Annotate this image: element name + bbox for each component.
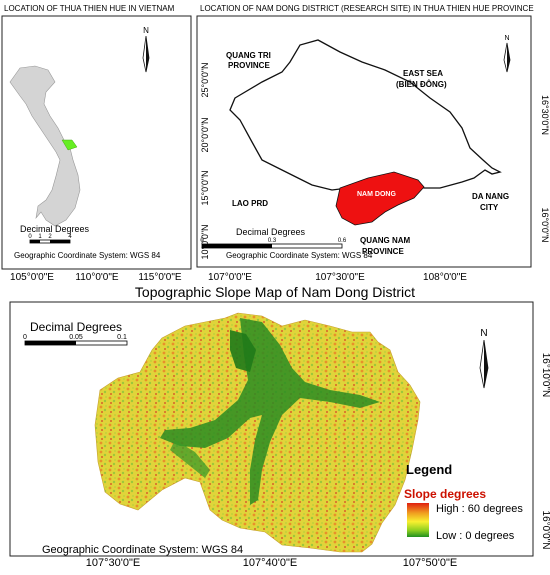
svg-text:16°10'0"N: 16°10'0"N xyxy=(540,353,550,398)
vietnam-panel-title: LOCATION OF THUA THIEN HUE IN VIETNAM xyxy=(4,4,175,13)
vietnam-x-axis-labels: 105°0'0"E 110°0'0"E 115°0'0"E xyxy=(10,272,182,283)
svg-text:NAM DONG: NAM DONG xyxy=(357,191,396,198)
svg-text:20°0'0"N: 20°0'0"N xyxy=(200,117,210,152)
svg-text:Decimal Degrees: Decimal Degrees xyxy=(30,320,122,334)
svg-text:10°0'0"N: 10°0'0"N xyxy=(200,224,210,259)
slope-north-arrow: N xyxy=(479,328,489,389)
svg-text:107°30'0"E: 107°30'0"E xyxy=(315,272,365,283)
svg-text:0: 0 xyxy=(28,234,32,240)
legend-title: Legend xyxy=(406,462,452,477)
district-panel-title: LOCATION OF NAM DONG DISTRICT (RESEARCH … xyxy=(200,4,534,13)
svg-text:25°0'0"N: 25°0'0"N xyxy=(200,62,210,97)
slope-legend: Legend Slope degrees High : 60 degrees L… xyxy=(404,462,523,542)
svg-text:110°0'0"E: 110°0'0"E xyxy=(75,272,119,283)
province-outline xyxy=(229,39,502,226)
svg-text:108°0'0"E: 108°0'0"E xyxy=(423,272,467,283)
svg-text:0: 0 xyxy=(23,334,27,341)
svg-text:0.1: 0.1 xyxy=(117,334,127,341)
svg-text:115°0'0"E: 115°0'0"E xyxy=(138,272,182,283)
svg-text:N: N xyxy=(480,328,487,339)
district-coord-system: Geographic Coordinate System: WGS 84 xyxy=(226,251,373,260)
nam-dong-highlight xyxy=(335,171,425,226)
svg-text:107°0'0"E: 107°0'0"E xyxy=(208,272,252,283)
district-scale-bar: Decimal Degrees 0 0.3 0.6 xyxy=(200,227,347,249)
svg-text:0.05: 0.05 xyxy=(69,334,83,341)
svg-text:0.6: 0.6 xyxy=(338,238,347,244)
vietnam-panel-frame xyxy=(1,15,192,270)
svg-text:107°30'0"E: 107°30'0"E xyxy=(86,557,140,569)
slope-y-axis-labels: 16°10'0"N 16°0'0"N xyxy=(540,353,550,550)
district-north-arrow: N xyxy=(503,35,511,73)
svg-text:QUANG NAM: QUANG NAM xyxy=(360,236,411,245)
legend-color-ramp xyxy=(407,503,429,537)
district-x-axis-labels: 107°0'0"E 107°30'0"E 108°0'0"E xyxy=(208,272,467,283)
svg-text:107°40'0"E: 107°40'0"E xyxy=(243,557,297,569)
vietnam-north-arrow: N xyxy=(142,26,150,73)
svg-text:15°0'0"N: 15°0'0"N xyxy=(200,170,210,205)
svg-text:107°50'0"E: 107°50'0"E xyxy=(403,557,457,569)
vietnam-scale-bar: Decimal Degrees 0 1 2 4 xyxy=(20,224,90,244)
svg-text:2: 2 xyxy=(48,234,52,240)
svg-text:PROVINCE: PROVINCE xyxy=(228,61,270,70)
district-y-axis-labels-right: 16°30'0"N 16°0'0"N xyxy=(540,95,550,243)
svg-text:16°0'0"N: 16°0'0"N xyxy=(540,207,550,242)
svg-text:105°0'0"E: 105°0'0"E xyxy=(10,272,54,283)
legend-high-label: High : 60 degrees xyxy=(436,503,523,515)
svg-text:(BIỂN ĐÔNG): (BIỂN ĐÔNG) xyxy=(396,80,447,89)
svg-text:N: N xyxy=(143,26,149,35)
slope-scale-bar: Decimal Degrees 0 0.05 0.1 xyxy=(23,320,128,346)
svg-text:N: N xyxy=(504,35,509,42)
svg-text:1: 1 xyxy=(38,234,42,240)
low-slope-valley-branch xyxy=(170,440,210,478)
svg-text:CITY: CITY xyxy=(480,203,499,212)
legend-subtitle: Slope degrees xyxy=(404,487,486,501)
svg-text:16°30'0"N: 16°30'0"N xyxy=(540,95,550,135)
svg-text:0.3: 0.3 xyxy=(268,238,277,244)
slope-x-axis-labels: 107°30'0"E 107°40'0"E 107°50'0"E xyxy=(86,557,457,569)
district-panel-frame xyxy=(196,15,532,268)
svg-text:Decimal Degrees: Decimal Degrees xyxy=(236,227,306,237)
svg-text:Decimal Degrees: Decimal Degrees xyxy=(20,224,90,234)
svg-text:4: 4 xyxy=(68,234,72,240)
nam-dong-slope-raster xyxy=(94,312,421,553)
svg-text:16°0'0"N: 16°0'0"N xyxy=(540,511,550,550)
svg-text:QUANG TRI: QUANG TRI xyxy=(226,51,271,60)
svg-text:DA NANG: DA NANG xyxy=(472,192,509,201)
thua-thien-hue-highlight xyxy=(61,139,78,151)
district-y-axis-labels-left: 25°0'0"N 20°0'0"N 15°0'0"N 10°0'0"N xyxy=(200,62,210,259)
low-slope-valley xyxy=(160,318,380,505)
legend-low-label: Low : 0 degrees xyxy=(436,530,515,542)
slope-coord-system: Geographic Coordinate System: WGS 84 xyxy=(42,544,243,556)
vietnam-outline xyxy=(9,65,81,227)
slope-map-title: Topographic Slope Map of Nam Dong Distri… xyxy=(135,284,415,300)
low-slope-valley-branch xyxy=(230,330,256,372)
svg-text:EAST SEA: EAST SEA xyxy=(403,69,443,78)
district-place-labels: QUANG TRI PROVINCE EAST SEA (BIỂN ĐÔNG) … xyxy=(226,51,509,256)
svg-text:0: 0 xyxy=(200,238,204,244)
svg-text:LAO PRD: LAO PRD xyxy=(232,199,268,208)
svg-text:PROVINCE: PROVINCE xyxy=(362,247,404,256)
vietnam-coord-system: Geographic Coordinate System: WGS 84 xyxy=(14,251,161,260)
